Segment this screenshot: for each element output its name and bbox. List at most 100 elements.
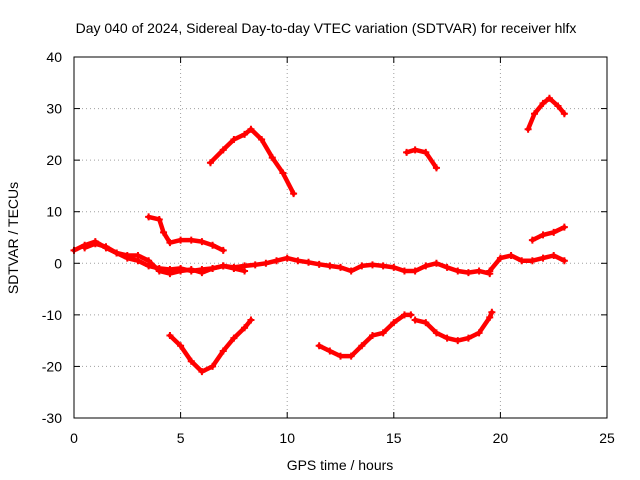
data-point: [554, 102, 562, 110]
data-point: [488, 308, 496, 316]
data-point: [560, 257, 568, 265]
data-point: [358, 262, 366, 270]
data-point: [258, 136, 266, 144]
x-tick-label: 25: [599, 430, 615, 446]
x-tick-label: 10: [279, 430, 295, 446]
data-point: [177, 342, 185, 350]
data-point: [198, 238, 206, 246]
data-point: [524, 125, 532, 133]
y-axis-ticks: 40 30 20 10 0 -10 -20 -30: [42, 49, 607, 426]
data-point: [390, 263, 398, 271]
data-point: [528, 257, 536, 265]
data-point: [411, 146, 419, 154]
data-point: [160, 228, 168, 236]
data-point: [422, 148, 430, 156]
y-tick-label: 20: [46, 152, 62, 168]
data-point: [230, 136, 238, 144]
data-point: [81, 244, 89, 252]
data-point: [464, 269, 472, 277]
data-point: [145, 257, 153, 265]
x-tick-label: 0: [70, 430, 78, 446]
data-point: [230, 264, 238, 272]
data-point: [198, 368, 206, 376]
x-axis-ticks: 0 5 10 15 20 25: [70, 57, 615, 446]
data-point: [206, 159, 214, 167]
data-point: [545, 94, 553, 102]
data-point: [475, 329, 483, 337]
series-track-6: [316, 312, 414, 359]
data-point: [422, 262, 430, 270]
data-point: [155, 215, 163, 223]
data-point: [241, 324, 249, 332]
y-tick-label: -30: [42, 410, 62, 426]
data-point: [219, 347, 227, 355]
data-point: [539, 99, 547, 107]
data-point: [113, 249, 121, 257]
data-point: [432, 259, 440, 267]
data-point: [241, 267, 249, 275]
y-tick-label: 30: [46, 101, 62, 117]
data-point: [166, 239, 174, 247]
data-point: [279, 169, 287, 177]
data-point: [486, 267, 494, 275]
data-point: [187, 236, 195, 244]
data-point: [454, 337, 462, 345]
data-point: [539, 231, 547, 239]
data-point: [400, 267, 408, 275]
y-tick-label: -10: [42, 307, 62, 323]
y-tick-label: -20: [42, 358, 62, 374]
data-point: [219, 262, 227, 270]
x-axis-label: GPS time / hours: [287, 457, 394, 473]
data-point: [305, 258, 313, 266]
data-point: [187, 265, 195, 273]
data-point: [347, 267, 355, 275]
data-point: [407, 311, 415, 319]
data-point: [464, 334, 472, 342]
data-point: [454, 267, 462, 275]
data-point: [219, 146, 227, 154]
data-series: [70, 94, 568, 376]
series-track-2: [82, 241, 247, 276]
series-track-11: [525, 96, 567, 132]
data-point: [528, 236, 536, 244]
y-tick-label: 10: [46, 204, 62, 220]
data-point: [475, 267, 483, 275]
data-point: [91, 240, 99, 248]
data-point: [209, 362, 217, 370]
data-point: [230, 334, 238, 342]
y-tick-label: 0: [54, 255, 62, 271]
data-point: [273, 257, 281, 265]
data-point: [379, 329, 387, 337]
data-point: [443, 263, 451, 271]
series-track-8: [404, 147, 439, 171]
data-point: [550, 228, 558, 236]
data-point: [294, 257, 302, 265]
data-point: [337, 352, 344, 360]
data-point: [209, 264, 217, 272]
data-point: [337, 263, 344, 271]
data-point: [315, 342, 323, 350]
data-point: [560, 223, 568, 231]
x-tick-label: 5: [177, 430, 185, 446]
data-point: [123, 252, 131, 260]
data-point: [411, 316, 419, 324]
data-point: [134, 252, 142, 260]
data-point: [443, 334, 451, 342]
data-point: [560, 110, 568, 118]
data-point: [102, 243, 110, 251]
data-point: [550, 252, 558, 260]
data-point: [166, 270, 174, 278]
data-point: [241, 130, 249, 138]
data-point: [326, 262, 334, 270]
data-point: [283, 254, 291, 262]
chart-title: Day 040 of 2024, Sidereal Day-to-day VTE…: [76, 20, 577, 36]
data-point: [166, 331, 174, 339]
data-point: [368, 261, 376, 269]
y-axis-label: SDTVAR / TECUs: [5, 182, 21, 294]
data-point: [531, 110, 539, 118]
data-point: [247, 125, 255, 133]
series-track-1: [71, 239, 492, 276]
data-point: [268, 154, 276, 162]
data-point: [379, 262, 387, 270]
